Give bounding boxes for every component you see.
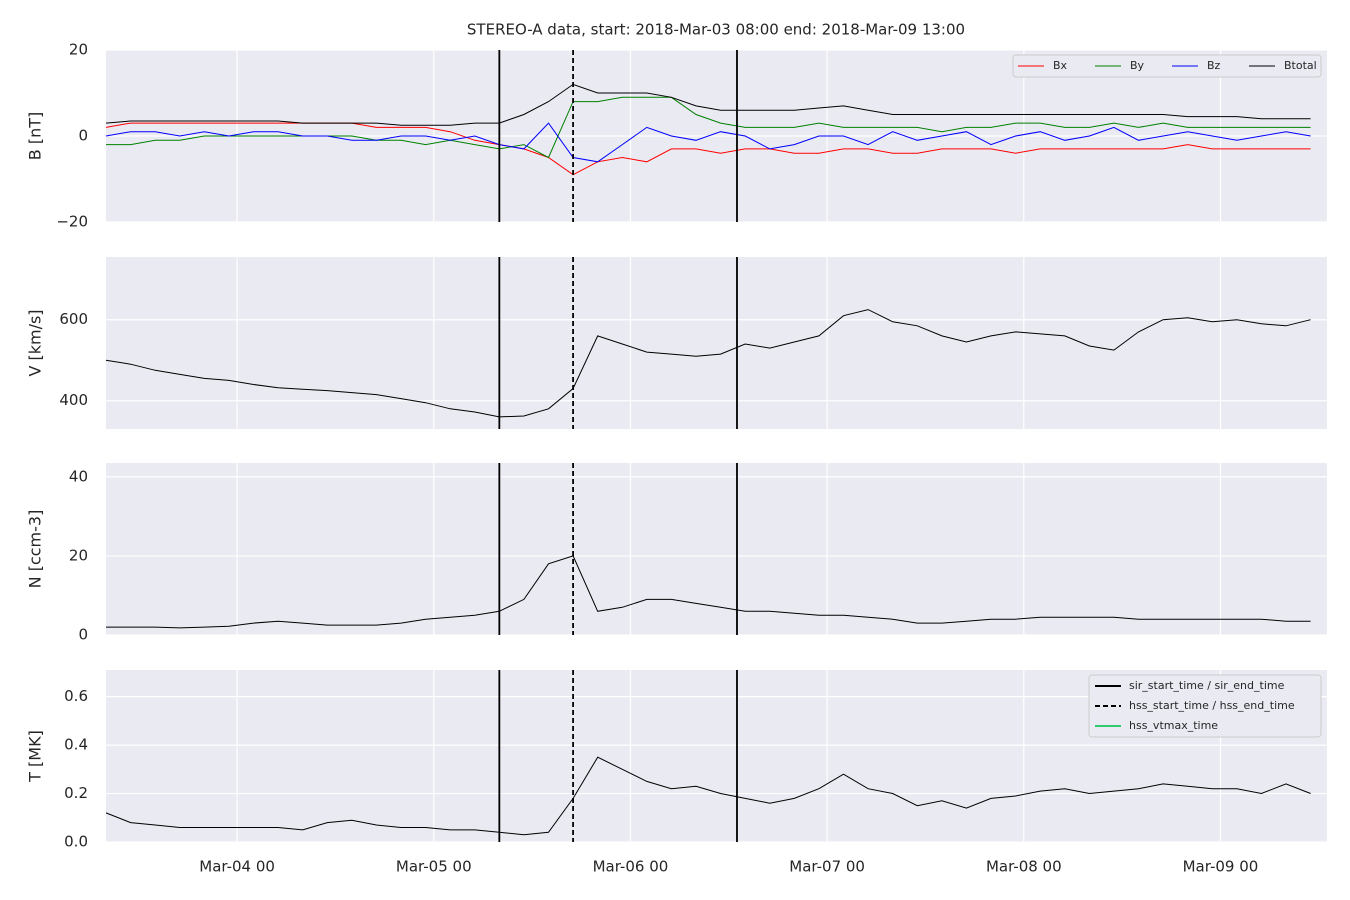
x-tick-label: Mar-06 00 bbox=[593, 858, 669, 876]
x-tick-label: Mar-04 00 bbox=[199, 858, 275, 876]
y-tick-label: 0.6 bbox=[64, 687, 88, 705]
series-line bbox=[105, 122, 1311, 163]
legend-label: Btotal bbox=[1284, 59, 1317, 72]
legend-label: Bx bbox=[1053, 59, 1068, 72]
figure-title: STEREO-A data, start: 2018-Mar-03 08:00 … bbox=[467, 21, 965, 39]
legend-label: hss_vtmax_time bbox=[1129, 719, 1218, 732]
y-tick-label: 20 bbox=[69, 546, 88, 564]
plot-background bbox=[106, 463, 1327, 635]
series-line bbox=[105, 83, 1311, 126]
y-tick-label: 20 bbox=[69, 41, 88, 59]
data-line bbox=[105, 309, 1311, 418]
x-tick-label: Mar-07 00 bbox=[789, 858, 865, 876]
x-tick-label: Mar-08 00 bbox=[986, 858, 1062, 876]
y-axis-label: B [nT] bbox=[26, 112, 45, 160]
y-tick-label: −20 bbox=[56, 213, 88, 231]
y-axis-label: V [km/s] bbox=[26, 309, 45, 376]
y-tick-label: 0.0 bbox=[64, 833, 88, 851]
legend-label: hss_start_time / hss_end_time bbox=[1129, 699, 1295, 712]
y-tick-label: 600 bbox=[59, 310, 88, 328]
y-tick-label: 40 bbox=[69, 467, 88, 485]
x-tick-label: Mar-09 00 bbox=[1183, 858, 1259, 876]
y-tick-label: 0 bbox=[78, 626, 88, 644]
y-tick-label: 400 bbox=[59, 391, 88, 409]
legend: Bx By Bz Btotal bbox=[1012, 54, 1322, 78]
y-tick-label: 0 bbox=[78, 127, 88, 145]
plot-background bbox=[106, 257, 1327, 429]
legend-box bbox=[1088, 674, 1322, 738]
x-tick-label: Mar-05 00 bbox=[396, 858, 472, 876]
y-tick-label: 0.2 bbox=[64, 784, 88, 802]
legend-label: By bbox=[1130, 59, 1145, 72]
y-tick-label: 0.4 bbox=[64, 736, 88, 754]
legend-label: Bz bbox=[1207, 59, 1221, 72]
legend-label: sir_start_time / sir_end_time bbox=[1129, 679, 1285, 692]
data-line bbox=[105, 756, 1311, 836]
legend: sir_start_time / sir_end_time hss_start_t… bbox=[1088, 674, 1322, 738]
data-line bbox=[106, 555, 1311, 629]
y-axis-label: N [ccm-3] bbox=[26, 510, 45, 589]
y-axis-label: T [MK] bbox=[26, 730, 45, 783]
legend-box bbox=[1012, 54, 1322, 78]
